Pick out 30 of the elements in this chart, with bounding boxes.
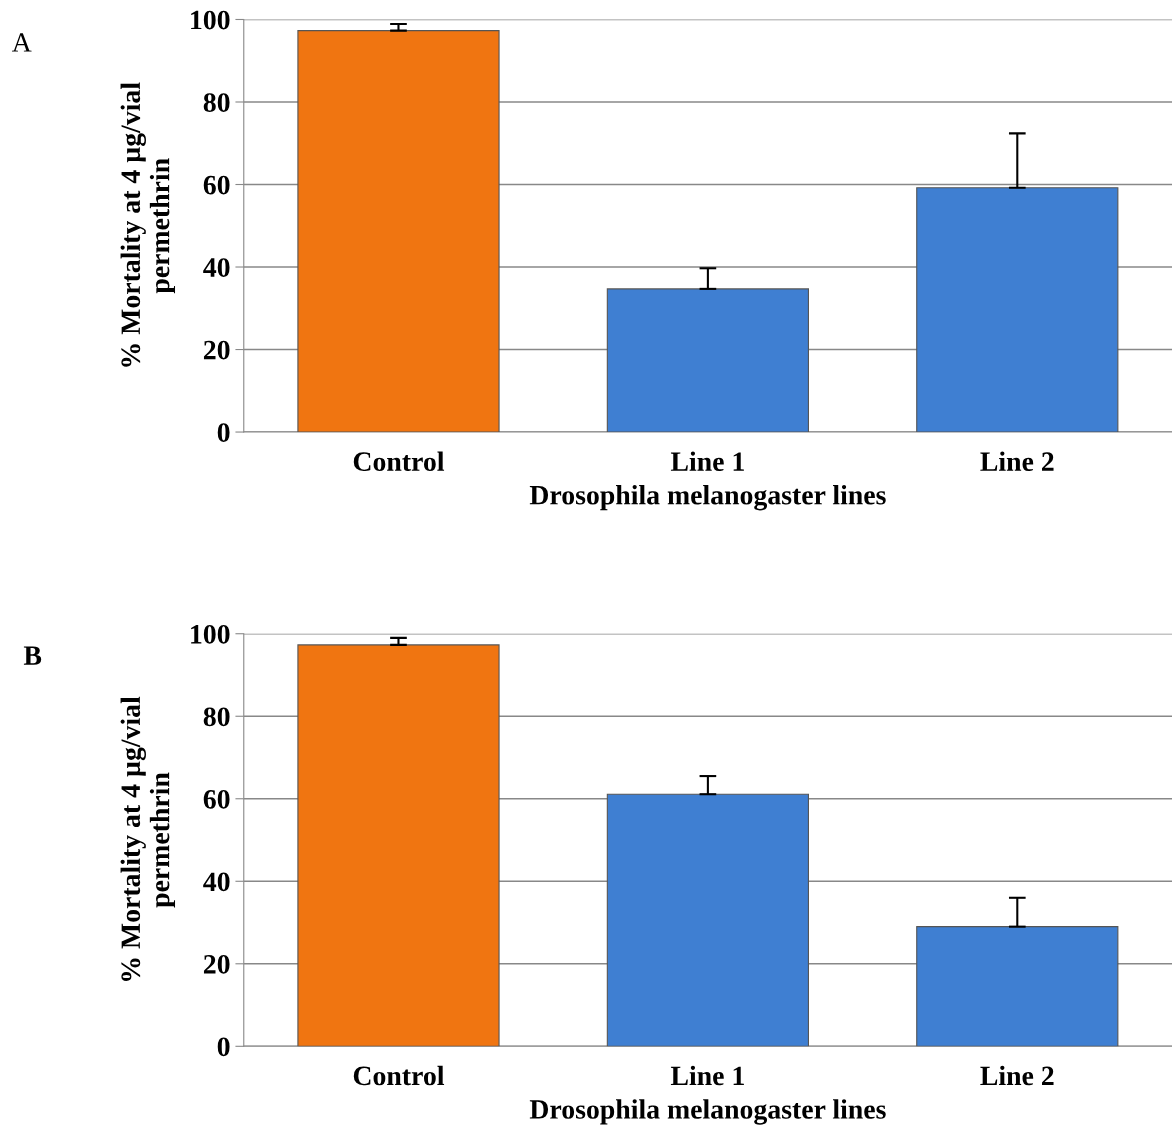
y-axis-title: % Mortality at 4 µg/vial permethrin	[120, 82, 176, 367]
y-tick-label: 60	[203, 175, 230, 195]
y-tick-label: 20	[203, 340, 230, 360]
bar	[916, 926, 1119, 1047]
y-tick-label: 100	[191, 624, 230, 644]
text: A	[11, 33, 32, 52]
bar	[297, 644, 500, 1047]
bar	[297, 30, 500, 433]
y-tick-label: 80	[203, 93, 230, 112]
bar	[606, 288, 810, 433]
y-axis-title: % Mortality at 4 µg/vial permethrin	[120, 696, 176, 981]
x-tick-label: Line 1	[670, 1065, 744, 1086]
y-tick-label: 0	[217, 1037, 230, 1057]
text: B	[23, 646, 42, 665]
y-tick-label: 100	[191, 10, 230, 30]
x-axis-title: Drosophila melanogaster lines	[529, 485, 886, 511]
x-tick-label: Line 1	[670, 451, 744, 472]
y-tick-label: 40	[203, 258, 230, 277]
y-tick-label: 80	[203, 707, 230, 727]
x-axis-title: Drosophila melanogaster lines	[529, 1099, 886, 1125]
x-tick-label: Line 2	[980, 1065, 1054, 1086]
y-tick-label: 60	[203, 789, 230, 809]
y-tick-label: 40	[203, 872, 230, 892]
bar	[916, 187, 1119, 433]
x-tick-label: Control	[353, 1065, 445, 1086]
x-tick-label: Line 2	[980, 451, 1054, 472]
y-tick-label: 0	[217, 423, 230, 442]
bar	[606, 793, 810, 1047]
x-tick-label: Control	[353, 451, 445, 472]
y-tick-label: 20	[203, 954, 230, 974]
